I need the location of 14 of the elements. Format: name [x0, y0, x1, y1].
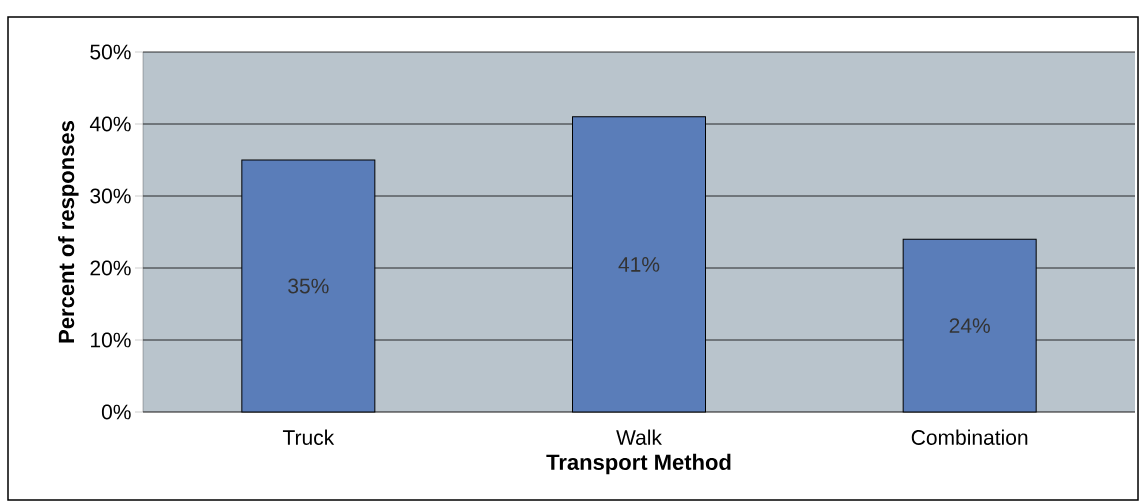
y-tick-label: 10% [91, 332, 131, 348]
y-tick-label: 40% [89, 116, 131, 132]
y-tick-label: 20% [90, 260, 131, 276]
y-tick-label: 30% [90, 188, 131, 204]
x-tick-label: Combination [911, 429, 1028, 445]
x-tick-label: Walk [616, 429, 662, 445]
x-tick-label: Truck [282, 429, 335, 445]
data-label: 41% [618, 257, 660, 272]
data-label: 24% [949, 318, 990, 333]
y-tick-label: 50% [90, 44, 131, 60]
x-axis-title: Transport Method [546, 453, 731, 475]
data-label: 35% [288, 278, 329, 294]
y-axis-title: Percent of responses [58, 121, 79, 343]
y-tick-label: 0% [101, 404, 131, 420]
